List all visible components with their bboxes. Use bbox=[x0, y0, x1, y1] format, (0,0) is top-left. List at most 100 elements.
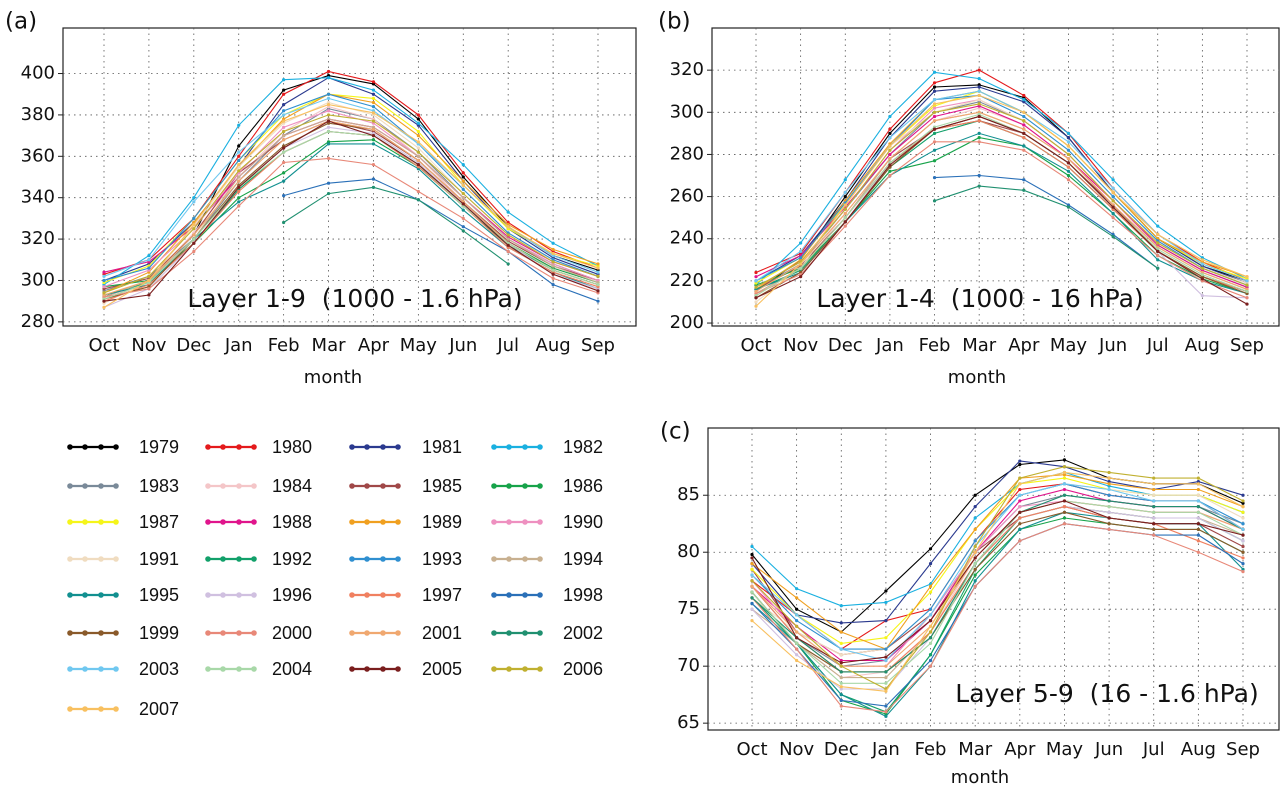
data-point bbox=[1018, 527, 1022, 532]
legend-marker bbox=[251, 444, 257, 450]
legend-label: 1997 bbox=[422, 585, 462, 605]
data-point bbox=[1152, 487, 1156, 492]
y-tick-label: 360 bbox=[21, 145, 55, 166]
data-point bbox=[237, 200, 241, 204]
legend-marker bbox=[349, 519, 355, 525]
data-point bbox=[192, 227, 196, 231]
legend-marker bbox=[251, 630, 257, 636]
legend-marker bbox=[82, 444, 88, 450]
data-point bbox=[416, 129, 420, 134]
series-line bbox=[751, 483, 1244, 662]
data-point bbox=[932, 199, 937, 203]
series-line bbox=[751, 500, 1244, 667]
data-point bbox=[461, 225, 465, 229]
legend-label: 1988 bbox=[272, 512, 312, 532]
data-point bbox=[282, 113, 286, 117]
data-point bbox=[750, 562, 754, 566]
legend-entry: 1979 bbox=[67, 437, 179, 457]
data-point bbox=[461, 191, 465, 196]
data-point bbox=[506, 262, 510, 266]
data-point bbox=[799, 256, 803, 260]
legend-marker bbox=[364, 556, 370, 562]
data-point bbox=[1062, 487, 1067, 492]
data-point bbox=[750, 579, 754, 583]
series-line bbox=[755, 71, 1248, 286]
legend-marker bbox=[220, 444, 226, 450]
x-tick-label: Jan bbox=[871, 739, 900, 760]
legend-marker bbox=[98, 630, 104, 636]
data-point bbox=[1022, 144, 1026, 148]
data-point bbox=[750, 552, 754, 557]
data-point bbox=[973, 516, 977, 520]
x-tick-label: Nov bbox=[131, 335, 166, 356]
data-point bbox=[416, 154, 420, 158]
data-point bbox=[237, 158, 241, 163]
data-point bbox=[973, 567, 977, 571]
data-point bbox=[326, 69, 331, 74]
data-point bbox=[1241, 556, 1245, 560]
data-point bbox=[1066, 131, 1071, 135]
legend-marker bbox=[205, 666, 211, 672]
data-point bbox=[282, 194, 286, 198]
data-point bbox=[1107, 493, 1111, 497]
series-line bbox=[755, 115, 1248, 299]
data-point bbox=[326, 181, 331, 185]
data-point bbox=[932, 81, 937, 85]
legend-marker bbox=[98, 444, 104, 450]
data-point bbox=[461, 208, 465, 212]
legend-marker bbox=[506, 483, 512, 489]
series-line bbox=[103, 157, 599, 298]
legend-entry: 1997 bbox=[349, 585, 462, 605]
legend-marker bbox=[522, 556, 528, 562]
data-point bbox=[839, 687, 843, 691]
data-point bbox=[1018, 522, 1022, 526]
data-point bbox=[282, 150, 286, 154]
data-point bbox=[1107, 484, 1111, 488]
legend-entry: 1998 bbox=[491, 585, 603, 605]
data-point bbox=[750, 584, 754, 589]
data-point bbox=[928, 664, 933, 668]
series-line bbox=[755, 90, 1248, 282]
data-point bbox=[843, 178, 847, 182]
data-point bbox=[1245, 283, 1249, 287]
y-tick-label: 280 bbox=[670, 143, 704, 164]
data-point bbox=[928, 618, 933, 623]
data-point bbox=[750, 590, 754, 594]
data-point bbox=[371, 105, 376, 109]
legend-entry: 2006 bbox=[491, 659, 603, 679]
series-line bbox=[103, 101, 599, 304]
data-point bbox=[1066, 178, 1071, 182]
series-line bbox=[283, 186, 509, 265]
data-point bbox=[884, 618, 888, 623]
data-point bbox=[596, 289, 600, 293]
y-tick-label: 300 bbox=[670, 101, 704, 122]
data-point bbox=[1018, 462, 1022, 467]
data-point bbox=[416, 113, 420, 117]
data-point bbox=[795, 596, 799, 600]
legend-label: 2005 bbox=[422, 659, 462, 679]
data-point bbox=[1111, 211, 1115, 216]
series-line bbox=[103, 114, 599, 294]
legend-label: 1981 bbox=[422, 437, 462, 457]
data-point bbox=[551, 276, 555, 281]
data-point bbox=[1156, 249, 1160, 253]
data-point bbox=[1152, 522, 1156, 526]
data-point bbox=[1241, 499, 1245, 503]
legend-entry: 2003 bbox=[67, 659, 179, 679]
data-point bbox=[928, 636, 933, 640]
legend-marker bbox=[380, 519, 386, 525]
legend-marker bbox=[236, 444, 242, 450]
legend-marker bbox=[364, 444, 370, 450]
data-point bbox=[977, 68, 981, 72]
data-point bbox=[884, 714, 888, 718]
legend-marker bbox=[220, 483, 226, 489]
series-line bbox=[755, 115, 1248, 299]
series-line bbox=[103, 106, 599, 300]
legend-entry: 2005 bbox=[349, 659, 462, 679]
data-point bbox=[192, 241, 196, 245]
data-point bbox=[1018, 499, 1022, 503]
series-line bbox=[755, 103, 1248, 288]
data-point bbox=[1152, 505, 1156, 509]
data-point bbox=[973, 584, 977, 589]
data-point bbox=[884, 704, 888, 708]
